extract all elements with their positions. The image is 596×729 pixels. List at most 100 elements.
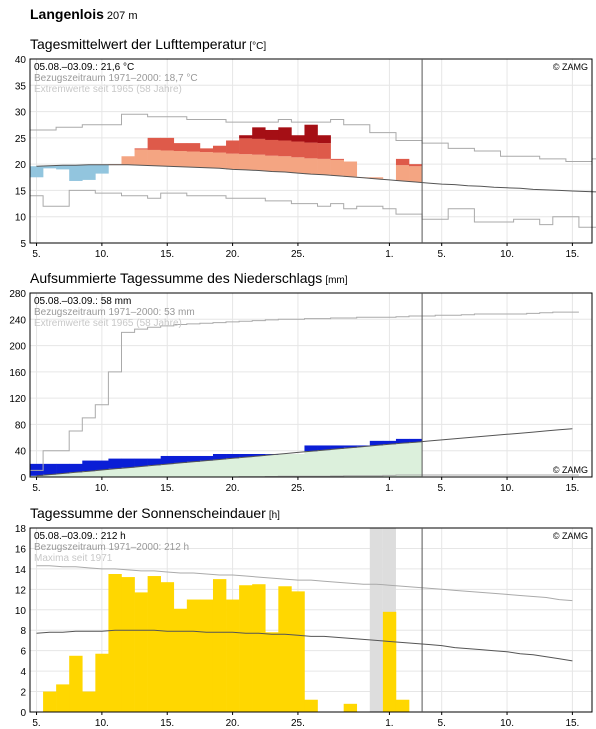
precipitation-copyright: © ZAMG <box>553 465 588 475</box>
sunshine-info-line-1: 05.08.–03.09.: 212 h <box>34 531 126 542</box>
sunshine-xtick-label: 5. <box>438 718 446 729</box>
temperature-anomaly-bar <box>265 129 279 140</box>
precipitation-xtick-label: 5. <box>32 483 40 494</box>
precipitation-xtick-label: 1. <box>385 483 393 494</box>
sunshine-bar <box>121 577 135 712</box>
precipitation-sum-bar <box>212 459 227 477</box>
precipitation-surplus-bar <box>43 463 57 475</box>
temperature-unit: [°C] <box>249 41 267 52</box>
precipitation-sum-bar <box>95 469 109 477</box>
sunshine-ytick-label: 16 <box>15 544 27 555</box>
sunshine-xtick-label: 15. <box>160 718 174 729</box>
precipitation-xtick-label: 20. <box>226 483 240 494</box>
temperature-ytick-label: 25 <box>15 134 27 145</box>
precipitation-ytick-label: 120 <box>9 394 26 405</box>
precipitation-info-line-3: Extremwerte seit 1965 (58 Jahre) <box>34 318 182 329</box>
sunshine-ytick-label: 6 <box>20 647 26 658</box>
temperature-chart-title: Tagesmittelwert der Lufttemperatur [°C] <box>30 36 266 52</box>
precipitation-sum-bar <box>43 474 57 477</box>
precipitation-surplus-bar <box>121 458 135 468</box>
temperature-anomaly-bar <box>369 177 384 179</box>
precipitation-surplus-bar <box>317 445 331 451</box>
precipitation-sum-bar <box>134 466 148 477</box>
precipitation-sum-bar <box>356 446 371 477</box>
precipitation-chart-title: Aufsummierte Tagessumme des Niederschlag… <box>30 270 348 286</box>
temperature-ytick-label: 30 <box>15 108 27 119</box>
precipitation-sum-bar <box>278 454 292 477</box>
precipitation-surplus-bar <box>409 438 423 443</box>
temperature-anomaly-bar <box>330 159 344 176</box>
temperature-anomaly-bar <box>160 150 175 167</box>
precipitation-surplus-bar <box>395 438 410 444</box>
precipitation-sum-bar <box>265 454 279 477</box>
sunshine-copyright: © ZAMG <box>553 531 588 541</box>
temperature-anomaly-bar <box>239 135 253 139</box>
sunshine-bar <box>160 582 175 712</box>
precipitation-sum-bar <box>382 444 397 477</box>
temperature-ytick-label: 40 <box>15 56 27 66</box>
precipitation-xtick-label: 10. <box>500 483 514 494</box>
temperature-info-line-3: Extremwerte seit 1965 (58 Jahre) <box>34 84 182 95</box>
precipitation-surplus-bar <box>173 455 188 463</box>
temperature-anomaly-bar <box>56 165 70 170</box>
precipitation-sum-bar <box>173 462 188 477</box>
precipitation-sum-bar <box>330 448 344 477</box>
precipitation-sum-bar <box>69 472 83 477</box>
precipitation-surplus-bar <box>134 458 148 467</box>
precipitation-ytick-label: 80 <box>15 420 27 431</box>
temperature-anomaly-bar <box>265 155 279 172</box>
temperature-reference-line <box>36 164 596 193</box>
precipitation-surplus-bar <box>212 454 227 460</box>
precipitation-surplus-bar <box>304 445 318 452</box>
precipitation-ytick-label: 0 <box>20 473 26 484</box>
precipitation-surplus-bar <box>199 455 214 461</box>
sunshine-xtick-label: 1. <box>385 718 393 729</box>
sunshine-bar <box>395 699 410 712</box>
temperature-anomaly-bar <box>43 165 57 169</box>
precipitation-ytick-label: 240 <box>9 315 26 326</box>
temperature-anomaly-bar <box>343 161 358 177</box>
sunshine-bar <box>186 599 201 712</box>
sunshine-ytick-label: 8 <box>20 626 26 637</box>
sunshine-chart-title: Tagessumme der Sonnenscheindauer [h] <box>30 505 280 521</box>
precipitation-title-text: Aufsummierte Tagessumme des Niederschlag… <box>30 270 323 286</box>
precipitation-surplus-bar <box>369 440 384 446</box>
temperature-anomaly-bar <box>212 145 227 153</box>
sunshine-title-text: Tagessumme der Sonnenscheindauer <box>30 505 266 521</box>
sunshine-bar <box>226 599 240 712</box>
sunshine-xtick-label: 20. <box>226 718 240 729</box>
precipitation-sum-bar <box>369 445 384 477</box>
station-name: Langenlois <box>30 6 104 22</box>
precipitation-sum-bar <box>409 442 423 477</box>
sunshine-plot-frame <box>29 527 593 713</box>
station-header: Langenlois 207 m <box>30 6 137 22</box>
precipitation-sum-bar <box>108 468 122 477</box>
precipitation-sum-bar <box>291 454 305 477</box>
precipitation-surplus-bar <box>343 445 358 448</box>
precipitation-sum-bar <box>252 455 266 477</box>
temperature-anomaly-bar <box>239 154 253 170</box>
precipitation-surplus-bar <box>56 463 70 474</box>
temperature-anomaly-bar <box>409 164 423 167</box>
sunshine-chart: 0 2 4 6 8 10 12 14 16 18 5. 10. 15. 20. 25. 1. 5. 10. 15. 0… <box>15 525 593 729</box>
precipitation-surplus-bar <box>226 454 240 459</box>
temperature-anomaly-bar <box>304 124 318 143</box>
temperature-anomaly-bar <box>409 166 423 183</box>
precipitation-surplus-bar <box>252 454 266 456</box>
precipitation-plot-frame <box>29 292 593 478</box>
precipitation-surplus-bar <box>147 458 161 466</box>
temperature-plot-frame <box>29 58 593 244</box>
temperature-xtick-label: 15. <box>160 249 174 260</box>
temperature-xtick-label: 1. <box>385 249 393 260</box>
precipitation-sum-bar <box>56 473 70 477</box>
precipitation-surplus-bar <box>69 463 83 473</box>
temperature-anomaly-bar <box>239 138 253 155</box>
precipitation-sum-bar <box>239 457 253 477</box>
precipitation-surplus-bar <box>186 455 201 462</box>
sunshine-bar <box>108 574 122 712</box>
precipitation-sum-bar <box>304 451 318 477</box>
temperature-anomaly-bar <box>395 165 410 181</box>
precipitation-unit: [mm] <box>325 275 348 286</box>
precipitation-surplus-bar <box>330 445 344 449</box>
temperature-anomaly-bar <box>160 137 175 151</box>
